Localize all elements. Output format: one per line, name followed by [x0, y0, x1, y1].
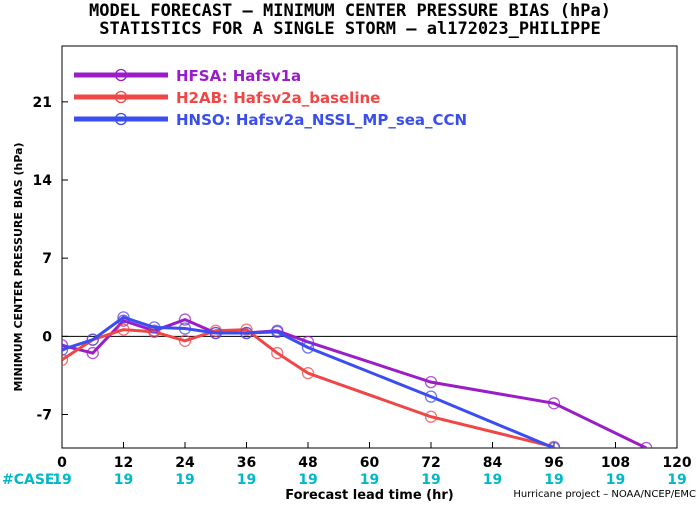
- data-point: [240, 326, 253, 340]
- chart-subtitle: STATISTICS FOR A SINGLE STORM – al172023…: [99, 19, 601, 39]
- y-tick-label: 21: [33, 95, 52, 111]
- legend-entry: HNSO: Hafsv2a_NSSL_MP_sea_CCN: [176, 111, 467, 129]
- x-tick-label: 48: [298, 455, 317, 471]
- x-tick-label: 84: [483, 455, 503, 471]
- case-count: 19: [421, 472, 440, 488]
- x-tick-label: 108: [601, 455, 630, 471]
- case-count: 19: [667, 472, 686, 488]
- x-tick-label: 0: [57, 455, 67, 471]
- data-point: [148, 321, 161, 334]
- data-point: [271, 346, 284, 360]
- case-count: 19: [606, 472, 625, 488]
- x-tick-label: 120: [662, 455, 691, 471]
- x-tick-label: 72: [421, 455, 440, 471]
- case-count: 19: [52, 472, 71, 488]
- x-tick-label: 24: [175, 455, 195, 471]
- data-point: [62, 339, 69, 352]
- data-point: [117, 311, 130, 324]
- data-point: [62, 343, 69, 356]
- data-point: [178, 322, 192, 335]
- legend-entry: HFSA: Hafsv1a: [176, 67, 301, 85]
- legend: HFSA: Hafsv1a H2AB: Hafsv2a_baseline HNSO:…: [74, 67, 467, 129]
- case-count: 19: [360, 472, 379, 488]
- credit-text: Hurricane project – NOAA/NCEP/EMC: [513, 489, 696, 500]
- case-count: 19: [298, 472, 317, 488]
- y-tick-label: 7: [42, 251, 52, 267]
- axes: 0 12 24 36 48 60 72 84 96 108 120 -7 0 7 14 21 Forecast …: [12, 45, 692, 503]
- data-point: [178, 334, 192, 347]
- series-line: [62, 315, 555, 448]
- case-count: 19: [544, 472, 563, 488]
- x-tick-label: 36: [237, 455, 256, 471]
- data-point: [547, 441, 561, 448]
- data-point: [424, 390, 438, 403]
- data-point: [86, 346, 99, 360]
- data-point: [209, 326, 222, 340]
- case-count: 19: [237, 472, 256, 488]
- data-point: [301, 341, 315, 354]
- legend-swatch-marker: [114, 90, 128, 104]
- legend-swatch-marker: [114, 112, 128, 126]
- data-point: [62, 353, 69, 366]
- legend-swatch-marker: [114, 68, 128, 82]
- series-line: [62, 328, 555, 448]
- data-point: [640, 441, 653, 448]
- x-tick-label: 96: [544, 455, 563, 471]
- chart-title: MODEL FORECAST – MINIMUM CENTER PRESSURE…: [89, 1, 611, 21]
- data-point: [301, 367, 315, 380]
- data-point: [424, 410, 438, 423]
- x-axis-label: Forecast lead time (hr): [285, 488, 453, 503]
- series-line: [62, 317, 647, 448]
- series-2: [62, 311, 561, 448]
- case-label: #CASE: [2, 472, 55, 488]
- data-point: [547, 397, 561, 410]
- y-axis-label: MINIMUM CENTER PRESSURE BIAS (hPa): [12, 142, 25, 391]
- data-point: [86, 333, 99, 346]
- data-point: [117, 323, 130, 336]
- series-0: [62, 313, 653, 448]
- x-tick-label: 60: [360, 455, 380, 471]
- x-tick-label: 12: [114, 455, 133, 471]
- data-point: [178, 313, 192, 326]
- data-point: [240, 323, 253, 336]
- case-count: 19: [175, 472, 194, 488]
- y-tick-label: 0: [42, 329, 52, 345]
- case-count: 19: [483, 472, 502, 488]
- y-tick-label: 14: [33, 173, 53, 189]
- y-tick-label: -7: [36, 408, 52, 424]
- data-point: [271, 325, 284, 339]
- series-layer: [62, 311, 653, 448]
- legend-entry: H2AB: Hafsv2a_baseline: [176, 89, 380, 107]
- case-count: 19: [114, 472, 133, 488]
- data-point: [424, 375, 438, 389]
